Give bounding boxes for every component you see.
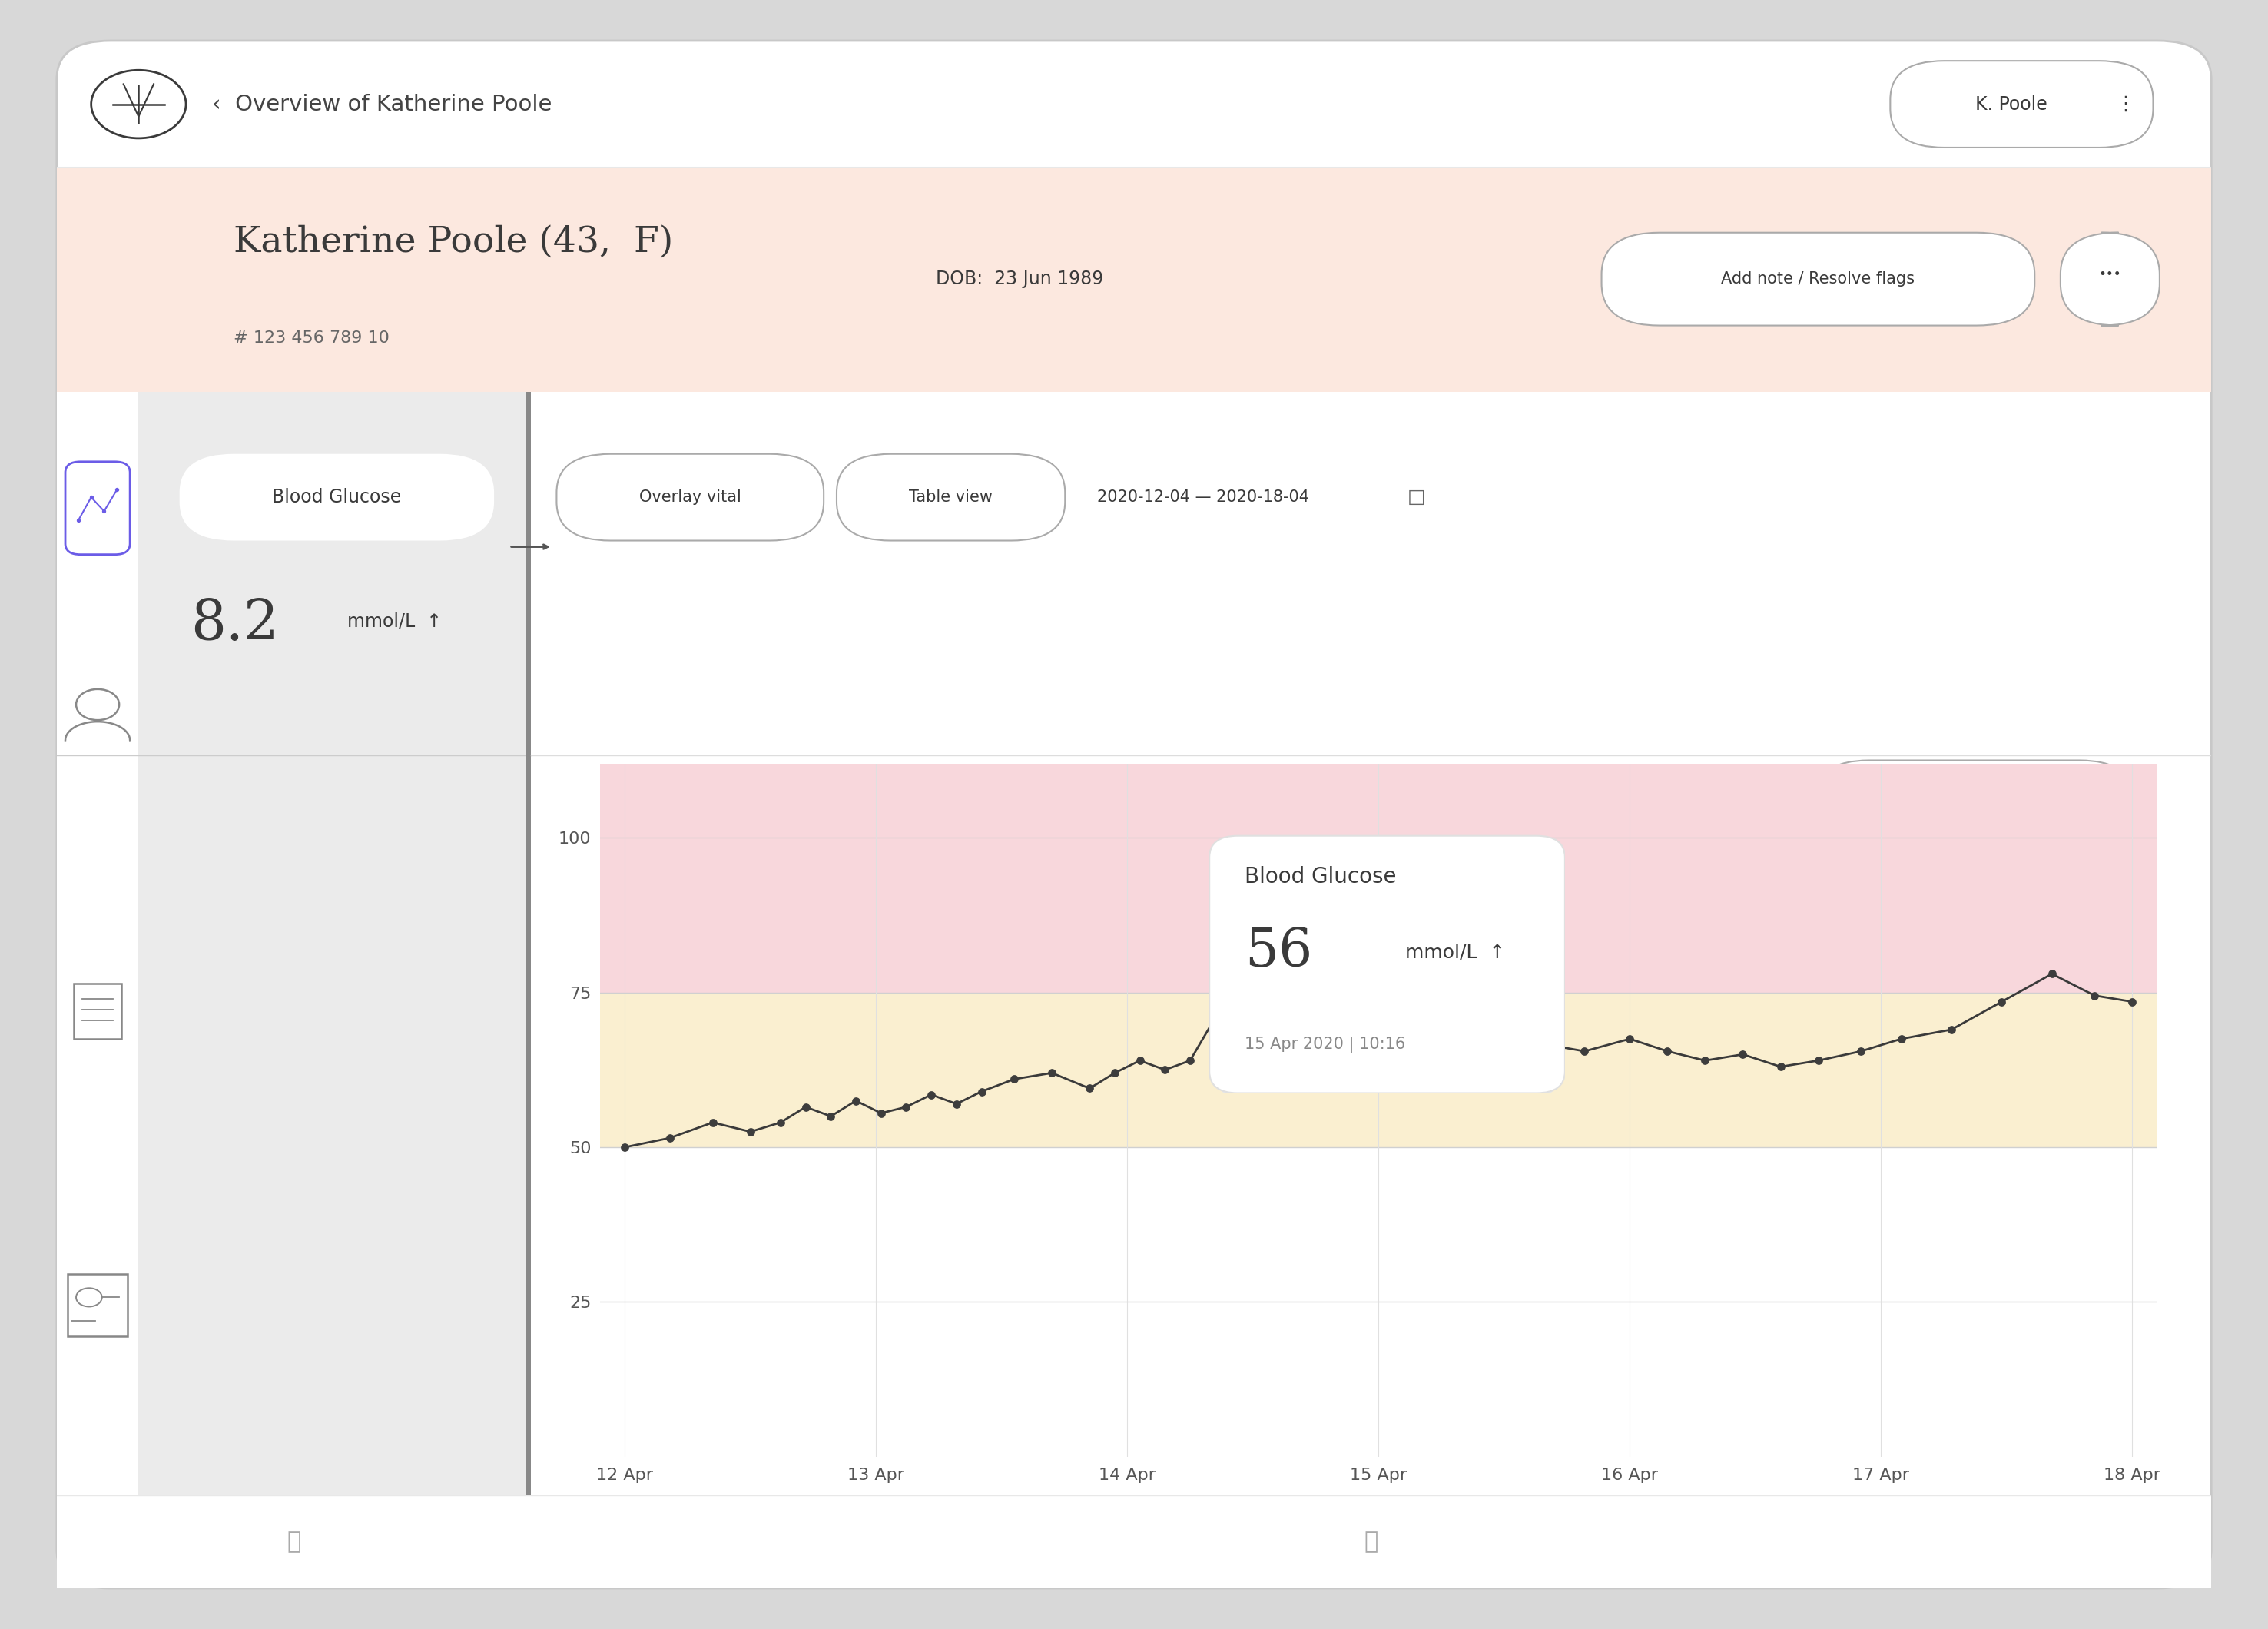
FancyBboxPatch shape [1601, 233, 2034, 326]
Point [2077, 982, 2114, 1008]
Text: 8.2: 8.2 [191, 598, 279, 652]
Point [996, 1065, 1032, 1091]
Point [939, 1091, 975, 1117]
Point [1613, 1026, 1649, 1052]
Point [914, 1082, 950, 1108]
Text: Blood Glucose: Blood Glucose [272, 489, 401, 507]
Point [1724, 1041, 1760, 1067]
Text: mmol/L  ↑: mmol/L ↑ [1404, 943, 1506, 961]
Text: DOB:  23 Jun 1989: DOB: 23 Jun 1989 [937, 270, 1105, 288]
Point [100, 476, 136, 502]
Point [1123, 1047, 1159, 1074]
FancyBboxPatch shape [556, 454, 823, 541]
Text: Blood Glucose: Blood Glucose [1245, 865, 1397, 888]
Point [1204, 992, 1241, 1018]
Point [73, 484, 109, 510]
Point [1456, 1026, 1492, 1052]
Text: ⧗: ⧗ [286, 1531, 302, 1552]
Point [964, 1078, 1000, 1104]
Text: ⧗: ⧗ [1363, 1531, 1379, 1552]
Point [1415, 1030, 1452, 1056]
Text: •••: ••• [2098, 267, 2121, 282]
Point [694, 1109, 730, 1135]
Point [837, 1088, 873, 1114]
Point [2034, 961, 2071, 987]
Point [1649, 1038, 1685, 1064]
Bar [75, 984, 122, 1039]
Point [1499, 1038, 1535, 1064]
FancyBboxPatch shape [1209, 836, 1565, 1093]
Point [762, 1109, 798, 1135]
Point [1882, 1026, 1919, 1052]
Point [787, 1095, 823, 1121]
Point [1070, 1075, 1107, 1101]
Bar [57, 393, 138, 1588]
Point [1286, 1038, 1322, 1064]
Text: # 123 456 789 10: # 123 456 789 10 [234, 331, 390, 345]
Point [2114, 989, 2150, 1015]
Text: 2020-12-04 — 2020-18-04: 2020-12-04 — 2020-18-04 [1098, 490, 1309, 505]
FancyBboxPatch shape [179, 454, 494, 541]
Point [733, 1119, 769, 1145]
Point [1034, 1060, 1070, 1087]
Text: Table view: Table view [909, 490, 993, 505]
Bar [68, 1274, 127, 1336]
Point [1148, 1057, 1184, 1083]
Point [862, 1100, 898, 1126]
Text: ⋮: ⋮ [2116, 94, 2134, 114]
Point [1844, 1038, 1880, 1064]
Bar [57, 1495, 2211, 1588]
Point [1984, 989, 2021, 1015]
Text: K. Poole: K. Poole [1975, 94, 2048, 114]
Bar [138, 393, 531, 1588]
Point [1932, 1016, 1969, 1043]
Point [86, 498, 122, 525]
FancyBboxPatch shape [2059, 233, 2159, 326]
Point [1762, 1054, 1799, 1080]
Point [1801, 1047, 1837, 1074]
FancyBboxPatch shape [1216, 839, 1558, 1098]
Point [1098, 1060, 1134, 1087]
FancyBboxPatch shape [66, 461, 129, 554]
Text: ‹  Overview of Katherine Poole: ‹ Overview of Katherine Poole [211, 93, 551, 116]
Point [1687, 1047, 1724, 1074]
Point [889, 1095, 925, 1121]
Point [1567, 1038, 1603, 1064]
FancyBboxPatch shape [837, 454, 1066, 541]
Text: Overlay vital: Overlay vital [640, 490, 742, 505]
Bar [599, 1147, 2157, 1456]
Point [1173, 1047, 1209, 1074]
Text: Katherine Poole (43,  F): Katherine Poole (43, F) [234, 225, 674, 259]
Point [1372, 1038, 1408, 1064]
Point [606, 1134, 642, 1160]
Bar [57, 168, 2211, 393]
Point [1247, 999, 1284, 1025]
Point [651, 1126, 687, 1152]
FancyBboxPatch shape [1889, 60, 2152, 148]
Point [1531, 1033, 1567, 1059]
Text: Add note / Resolve flags: Add note / Resolve flags [1721, 272, 1914, 287]
Bar [526, 393, 531, 1588]
Bar [599, 992, 2157, 1147]
Text: 56: 56 [1245, 927, 1313, 977]
Text: 15 Apr 2020 | 10:16: 15 Apr 2020 | 10:16 [1245, 1036, 1406, 1052]
Point [812, 1103, 848, 1129]
Text: mmol/L  ↑: mmol/L ↑ [347, 613, 442, 630]
Text: Reset graph: Reset graph [1930, 795, 2019, 810]
Point [1322, 1030, 1359, 1056]
FancyBboxPatch shape [57, 41, 2211, 1588]
Text: □: □ [1406, 489, 1424, 507]
FancyBboxPatch shape [1817, 761, 2132, 844]
Point [59, 508, 95, 534]
Bar [599, 764, 2157, 992]
